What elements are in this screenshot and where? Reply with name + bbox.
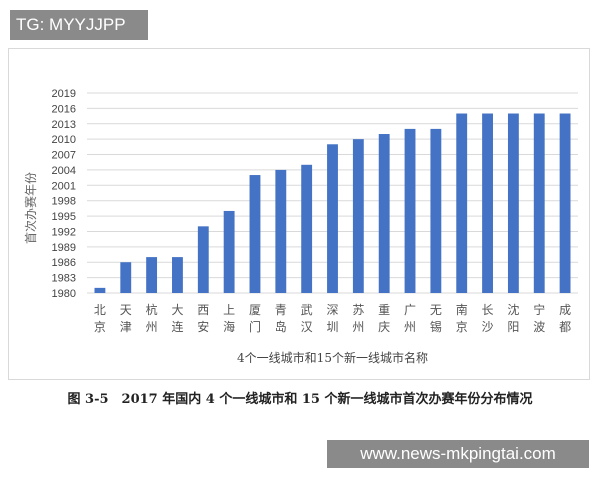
chart-frame	[8, 48, 590, 380]
y-tick-label: 1995	[52, 211, 76, 223]
x-tick-label: 无	[430, 303, 442, 317]
x-tick-label: 深	[326, 303, 338, 317]
y-tick-label: 2004	[52, 165, 76, 177]
y-tick-label: 1992	[52, 226, 76, 238]
y-tick-label: 2010	[52, 134, 76, 146]
x-tick-label: 汉	[301, 320, 313, 334]
y-tick-label: 2007	[52, 150, 76, 162]
x-tick-label: 州	[352, 320, 364, 334]
x-tick-label: 宁	[533, 302, 545, 317]
bar-南京	[456, 113, 468, 293]
x-tick-label: 门	[249, 319, 261, 334]
bar-深圳	[327, 144, 338, 293]
bar-沈阳	[507, 113, 519, 293]
y-tick-label: 1989	[52, 242, 76, 254]
bar-厦门	[249, 175, 261, 293]
x-tick-label: 南	[456, 302, 468, 317]
x-tick-label: 津	[120, 320, 132, 334]
y-tick-label: 2001	[52, 180, 76, 192]
bar-重庆	[378, 134, 390, 293]
x-tick-label: 重	[378, 303, 390, 317]
y-tick-label: 1983	[52, 273, 76, 285]
x-tick-label: 天	[120, 303, 132, 317]
x-tick-label: 连	[171, 319, 183, 334]
y-tick-label: 2016	[52, 103, 76, 115]
x-tick-label: 州	[404, 320, 416, 334]
x-tick-label: 武	[301, 303, 313, 317]
bar-宁波	[533, 113, 545, 293]
x-tick-label: 沙	[482, 320, 494, 334]
x-tick-label: 上	[223, 303, 235, 317]
x-tick-label: 州	[146, 320, 158, 334]
x-tick-label: 锡	[430, 319, 442, 334]
x-tick-label: 苏	[352, 303, 364, 317]
x-tick-label: 广	[404, 303, 416, 317]
figure-caption: 图 3-5 2017 年国内 4 个一线城市和 15 个新一线城市首次办赛年份分…	[67, 392, 533, 407]
x-tick-label: 海	[223, 319, 235, 334]
x-tick-label: 青	[275, 303, 287, 317]
x-tick-label: 大	[171, 303, 183, 317]
bar-广州	[404, 128, 416, 293]
x-tick-label: 沈	[507, 302, 519, 317]
x-tick-label: 阳	[507, 320, 519, 334]
bar-青岛	[275, 169, 287, 293]
y-tick-label: 1980	[52, 288, 76, 300]
x-tick-label: 长	[482, 303, 494, 317]
bar-上海	[223, 210, 235, 293]
y-axis-title: 首次办赛年份	[23, 172, 38, 244]
x-tick-label: 圳	[326, 320, 338, 334]
x-tick-label: 岛	[275, 319, 287, 334]
x-tick-label: 庆	[378, 320, 390, 334]
bar-北京	[94, 287, 106, 293]
bar-杭州	[146, 257, 158, 293]
bar-武汉	[301, 164, 313, 293]
x-tick-label: 都	[559, 320, 571, 334]
bar-成都	[559, 113, 571, 293]
bar-无锡	[430, 128, 442, 293]
bar-天津	[120, 262, 132, 293]
y-tick-label: 2013	[52, 119, 76, 131]
bar-西安	[197, 226, 209, 293]
watermark-bottom: www.news-mkpingtai.com	[327, 440, 589, 468]
x-axis-title: 4个一线城市和15个新一线城市名称	[237, 350, 428, 365]
x-tick-label: 京	[456, 320, 468, 334]
y-tick-label: 2019	[52, 88, 76, 100]
x-tick-label: 杭	[146, 302, 158, 317]
x-tick-label: 北	[94, 303, 106, 317]
x-tick-label: 安	[197, 319, 209, 334]
x-tick-label: 西	[197, 303, 209, 317]
bar-大连	[172, 257, 183, 293]
y-tick-label: 1986	[52, 257, 76, 269]
bar-苏州	[352, 139, 364, 293]
bar-长沙	[482, 113, 493, 293]
x-tick-label: 成	[559, 303, 571, 317]
x-tick-label: 京	[94, 320, 106, 334]
x-tick-label: 波	[533, 320, 545, 334]
watermark-top: TG: MYYJJPP	[10, 10, 148, 40]
x-tick-label: 厦	[249, 303, 261, 317]
y-tick-label: 1998	[52, 196, 76, 208]
